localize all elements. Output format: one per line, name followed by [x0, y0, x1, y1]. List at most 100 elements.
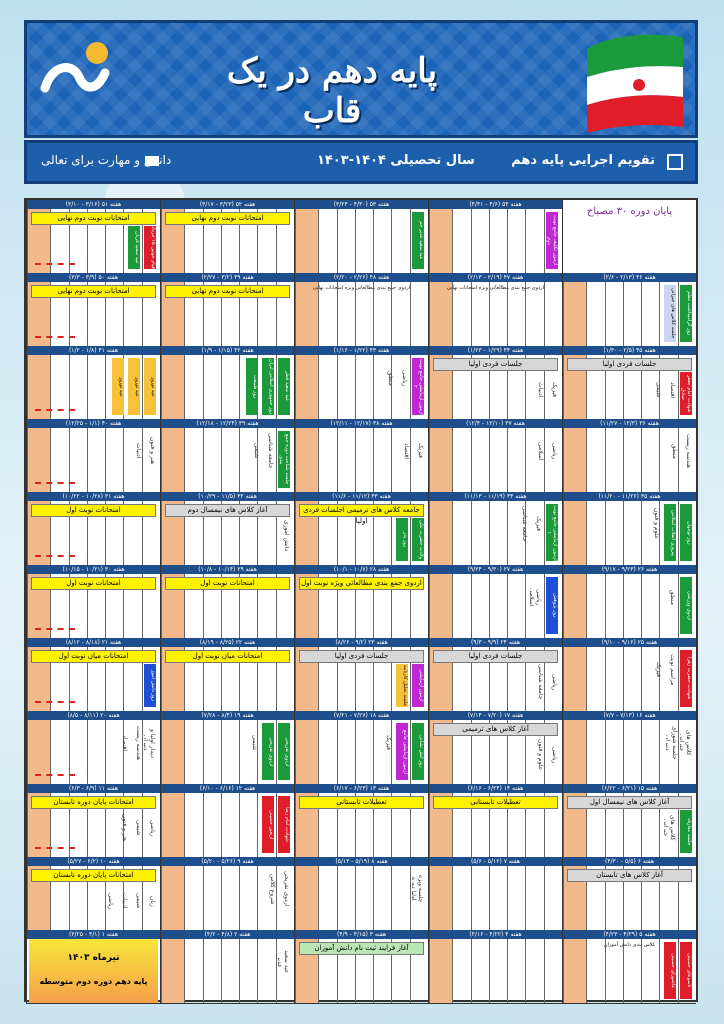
friday-column — [160, 939, 185, 1003]
week-row: هفته ۲۵ (۹/۱۶ - ۹/۱۰) شهادت حضرت زهرا مراس… — [26, 638, 696, 712]
week-cell: هفته ۴۰ (۱/۱ - ۱۲/۲۵) هنر و فنون ادبیات — [26, 419, 160, 492]
lesson-label: عید سعید غدیر — [278, 950, 290, 974]
day-column — [641, 282, 659, 346]
friday-column — [160, 866, 185, 930]
day-column — [543, 282, 562, 346]
event-bar: جلسه شناخت دوره جمع بندی — [278, 431, 290, 488]
day-column — [452, 574, 470, 638]
calendar-icon — [667, 154, 683, 170]
day-column — [452, 647, 470, 711]
lesson-label: جلسه شورای دبیران — [666, 726, 678, 760]
friday-column — [294, 428, 319, 492]
day-column — [373, 428, 391, 492]
day-column — [239, 355, 257, 419]
week-header: هفته ۹ (۵/۲۶ - ۵/۲۰) — [161, 857, 294, 866]
event-bar: عید نوروز — [128, 358, 140, 415]
friday-column — [26, 647, 51, 711]
day-column — [220, 355, 239, 419]
lesson-label: جلسه ویژه اولیا دوره — [412, 875, 424, 903]
day-column — [659, 282, 677, 346]
friday-column — [428, 939, 453, 1003]
day-column — [373, 793, 391, 857]
day-column — [184, 209, 202, 273]
week-header: هفته ۲۲ (۸/۲۵ - ۸/۱۹) — [161, 638, 294, 647]
day-column — [622, 574, 641, 638]
friday-column — [428, 428, 453, 492]
lesson-label: منطق — [669, 589, 676, 605]
week-header: هفته ۵۲ (۳/۲۳ - ۳/۱۷) — [161, 200, 294, 209]
day-column — [202, 355, 221, 419]
event-banner: امتحانات نوبت دوم نهایی — [31, 285, 156, 298]
day-columns — [562, 647, 696, 711]
day-column — [622, 647, 641, 711]
continuation-arrow-icon — [35, 336, 75, 338]
week-header: هفته ۴۲ (۱/۱۵ - ۱/۹) — [161, 346, 294, 355]
continuation-arrow-icon — [35, 555, 75, 557]
day-column — [659, 866, 677, 930]
day-column — [184, 793, 202, 857]
week-cell: هفته ۵۴ (۴/۶ - ۴/۳۱) آزمون تکلیف جامع نوب… — [428, 200, 562, 273]
week-header: هفته ۴۴ (۱/۲۹ - ۱/۲۳) — [429, 346, 562, 355]
day-column — [525, 428, 543, 492]
lesson-label: فیزیک — [417, 443, 424, 459]
day-columns — [26, 866, 160, 930]
day-column — [202, 720, 221, 784]
day-column — [318, 282, 336, 346]
week-header: هفته ۵۴ (۴/۶ - ۴/۳۱) — [429, 200, 562, 209]
event-bar: روز نوجوان — [680, 504, 692, 561]
day-column — [452, 209, 470, 273]
week-cell: هفته ۴۶ (۲/۱۳ - ۲/۶) روز گرامیداشت معلم جل… — [562, 273, 696, 346]
day-column — [641, 428, 659, 492]
day-column — [68, 501, 87, 565]
day-column — [586, 647, 604, 711]
day-column — [488, 428, 507, 492]
day-column — [543, 647, 562, 711]
friday-column — [26, 793, 51, 857]
day-column — [257, 866, 275, 930]
event-bar: روز آتش نشانی — [412, 723, 424, 780]
week-header: هفته ۳۳ (۱۱/۱۲ - ۱۱/۶) — [295, 492, 428, 501]
day-columns — [294, 647, 428, 711]
day-column — [409, 866, 428, 930]
week-header: هفته ۲۳ (۹/۲ - ۸/۲۶) — [295, 638, 428, 647]
day-column — [220, 793, 239, 857]
week-header: هفته ۱۶ (۷/۱۳ - ۷/۷) — [563, 711, 696, 720]
day-columns — [428, 720, 562, 784]
day-column — [202, 793, 221, 857]
lesson-label: فیزیک — [535, 516, 542, 532]
day-column — [604, 282, 623, 346]
day-column — [641, 939, 659, 1003]
continuation-arrow-icon — [35, 263, 75, 265]
event-bar: روز پژوهش — [546, 577, 558, 634]
continuation-arrow-icon — [35, 482, 75, 484]
week-cell: هفته ۱۸ (۷/۲۷ - ۷/۲۱) روز آتش نشانی آزمون … — [294, 711, 428, 784]
day-column — [275, 501, 294, 565]
continuation-arrow-icon — [35, 774, 75, 776]
day-columns — [160, 209, 294, 273]
day-column — [86, 428, 105, 492]
friday-column — [160, 720, 185, 784]
day-column — [373, 355, 391, 419]
week-header: هفته ۳۹ (۱۲/۲۴ - ۱۲/۱۸) — [161, 419, 294, 428]
friday-column — [160, 209, 185, 273]
day-column — [488, 209, 507, 273]
day-column — [659, 720, 677, 784]
friday-column — [428, 355, 453, 419]
day-column — [202, 647, 221, 711]
week-header: هفته ۸ (۵/۱۹ - ۵/۱۳) — [295, 857, 428, 866]
day-column — [409, 720, 428, 784]
week-header: هفته ۵۰ (۳/۹ - ۳/۳) — [27, 273, 160, 282]
week-cell: هفته ۳۵ (۱۱/۲۶ - ۱۱/۲۰) روز نوجوان پیروزی … — [562, 492, 696, 565]
day-column — [275, 209, 294, 273]
lesson-label: کلاس های جبرانی — [680, 730, 692, 756]
day-column — [391, 501, 409, 565]
day-column — [239, 793, 257, 857]
header: پایه دهم در یک قاب دانش و مهارت برای تعا… — [24, 20, 698, 190]
graduation-cap-icon — [145, 156, 159, 166]
week-cell: هفته ۱۴ (۶/۲۴ - ۶/۱۶) تعطیلات تابستانی — [428, 784, 562, 857]
day-column — [202, 574, 221, 638]
day-column — [586, 866, 604, 930]
day-column — [525, 939, 543, 1003]
day-column — [220, 939, 239, 1003]
friday-column — [160, 793, 185, 857]
